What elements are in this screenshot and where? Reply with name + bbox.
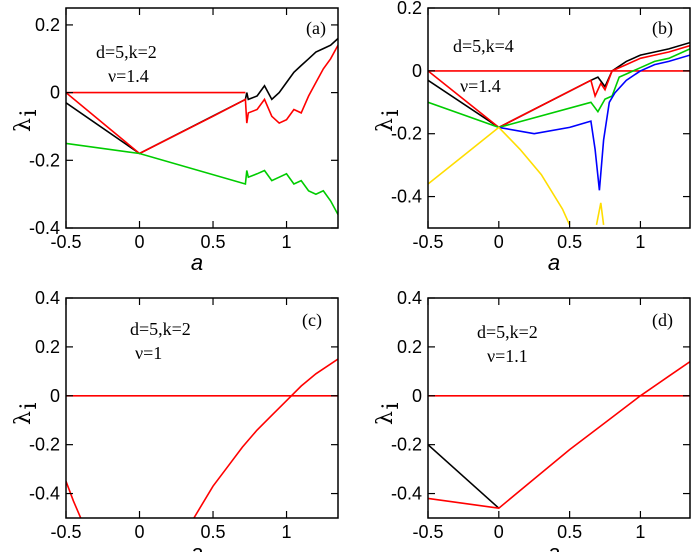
y-axis-label: λ — [11, 118, 36, 132]
panel-a: -0.5 0 0.5 1 -0.4 -0.2 0 0.2 a λi d=5,k=2 ν=1.4 (a) — [11, 7, 339, 275]
y-tick-label: 0.4 — [397, 288, 422, 308]
y-tick-label: 0 — [50, 83, 60, 103]
y-axis-label: λ — [373, 118, 398, 132]
x-tick-label: -0.5 — [50, 522, 81, 542]
x-tick-label: 0.5 — [557, 232, 582, 252]
y-axis-label-subscript: i — [379, 402, 404, 409]
y-axis-label-subscript: i — [379, 109, 404, 116]
y-tick-label: -0.2 — [391, 435, 422, 455]
x-tick-label: 0.5 — [201, 232, 226, 252]
x-tick-label: 0 — [135, 232, 145, 252]
y-tick-label: 0.2 — [35, 15, 60, 35]
x-tick-label: 0.5 — [201, 522, 226, 542]
series-lambda2b — [66, 44, 338, 155]
y-tick-label: 0.4 — [35, 288, 60, 308]
series-red — [428, 44, 690, 129]
series-yellow2 — [595, 202, 605, 226]
plot-frame — [65, 7, 339, 229]
plot-frame — [427, 297, 691, 519]
y-tick-label: -0.4 — [29, 218, 60, 238]
panel-c: -0.5 0 0.5 1 -0.4 -0.2 0 0.2 0.4 a λi d=5,k=2 ν=1 (c) — [11, 288, 339, 552]
y-tick-label: 0 — [50, 386, 60, 406]
series-red-left — [66, 481, 82, 518]
y-tick-label: -0.2 — [29, 435, 60, 455]
plot-frame — [427, 7, 691, 229]
y-tick-label: 0.2 — [397, 0, 422, 18]
series-red-right — [193, 358, 338, 518]
x-tick-label: -0.5 — [50, 232, 81, 252]
y-axis-label: λ — [11, 411, 36, 425]
x-tick-label: 0 — [494, 522, 504, 542]
series-group — [428, 41, 690, 226]
panel-b: -0.5 0 0.5 1 -0.4 -0.2 0 0.2 a λi d=5,k=4 ν=1.4 (b) — [373, 0, 691, 275]
x-tick-label: 1 — [282, 232, 292, 252]
series-red — [428, 360, 690, 510]
x-tick-label: 0 — [494, 232, 504, 252]
y-axis-label-subscript: i — [17, 402, 42, 409]
series-lambda1 — [66, 37, 338, 155]
annotation-params: d=5,k=2 — [96, 42, 157, 62]
x-tick-label: -0.5 — [412, 522, 443, 542]
y-axis-label: λ — [373, 411, 398, 425]
annotation-nu: ν=1.4 — [460, 76, 501, 96]
panel-label: (c) — [302, 310, 322, 331]
y-axis-label-subscript: i — [17, 109, 42, 116]
series-yellow — [428, 126, 571, 226]
y-tick-label: 0 — [412, 386, 422, 406]
x-axis-label: a — [548, 250, 560, 275]
x-tick-label: 1 — [635, 522, 645, 542]
x-axis-label: a — [548, 540, 560, 552]
series-group — [66, 37, 338, 215]
series-blue — [498, 54, 690, 191]
panel-label: (b) — [652, 18, 673, 39]
annotation-nu: ν=1.4 — [108, 66, 149, 86]
y-tick-label: -0.2 — [391, 124, 422, 144]
y-tick-label: -0.4 — [29, 484, 60, 504]
panel-d: -0.5 0 0.5 1 -0.4 -0.2 0 0.2 0.4 a λi d=5,k=2 ν=1.1 (… — [373, 288, 691, 552]
annotation-params: d=5,k=2 — [130, 319, 191, 339]
x-tick-label: 0 — [135, 522, 145, 542]
panel-label: (a) — [306, 18, 326, 39]
x-tick-label: -0.5 — [412, 232, 443, 252]
plot-frame — [65, 297, 339, 519]
x-axis-label: a — [191, 250, 203, 275]
y-tick-label: 0.2 — [397, 337, 422, 357]
x-tick-label: 0.5 — [557, 522, 582, 542]
x-tick-label: 1 — [635, 232, 645, 252]
y-tick-label: 0 — [412, 61, 422, 81]
annotation-params: d=5,k=2 — [477, 322, 538, 342]
annotation-nu: ν=1.1 — [487, 346, 528, 366]
panel-label: (d) — [652, 310, 673, 331]
series-black — [428, 444, 500, 509]
y-tick-label: -0.2 — [29, 150, 60, 170]
series-group — [66, 358, 338, 518]
series-green — [428, 48, 690, 129]
y-tick-label: 0.2 — [35, 337, 60, 357]
annotation-params: d=5,k=4 — [453, 36, 514, 56]
y-tick-label: -0.4 — [391, 187, 422, 207]
x-tick-label: 1 — [282, 522, 292, 542]
series-group — [428, 360, 690, 510]
annotation-nu: ν=1 — [135, 343, 162, 363]
y-tick-label: -0.4 — [391, 484, 422, 504]
x-axis-label: a — [191, 540, 203, 552]
series-lambda3 — [66, 142, 338, 215]
